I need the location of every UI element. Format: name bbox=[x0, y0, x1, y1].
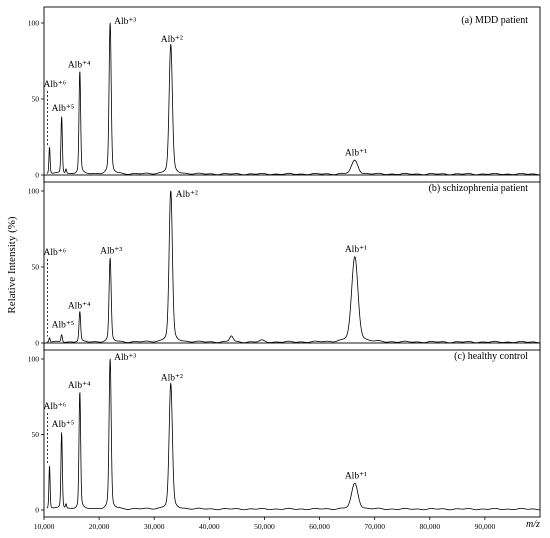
peak-label: Alb⁺⁶ bbox=[44, 248, 67, 258]
x-tick-label: 70,000 bbox=[364, 522, 385, 531]
panel-title: (c) healthy control bbox=[454, 351, 528, 362]
peak-label: Alb⁺⁴ bbox=[68, 302, 91, 312]
peak-label: Alb⁺¹ bbox=[345, 245, 367, 255]
peak-label: Alb⁺¹ bbox=[345, 148, 367, 158]
y-tick-label: 100 bbox=[28, 355, 40, 364]
x-tick-label: 50,000 bbox=[254, 522, 275, 531]
spectrum-panel: 0 50 100 (a) MDD patient Alb⁺⁶ Alb⁺⁵ Alb⁺⁴ Alb⁺… bbox=[28, 6, 541, 183]
peak-label: Alb⁺² bbox=[176, 190, 198, 200]
y-tick-label: 0 bbox=[35, 506, 39, 515]
spectrum-panel: 0 50 100 (b) schizophrenia patient Alb⁺⁶ Alb⁺… bbox=[28, 174, 541, 351]
y-tick-label: 100 bbox=[28, 187, 40, 196]
panel-title: (a) MDD patient bbox=[461, 15, 528, 26]
x-tick-label: 90,000 bbox=[475, 522, 496, 531]
x-tick-label: 40,000 bbox=[199, 522, 220, 531]
spectrum-trace bbox=[46, 22, 541, 176]
x-tick-label: 10,000 bbox=[34, 522, 55, 531]
x-axis-label: m/z bbox=[526, 519, 540, 530]
y-tick-label: 0 bbox=[35, 339, 39, 348]
y-axis-label: Relative Intensity (%) bbox=[6, 216, 18, 313]
panel-frame bbox=[43, 6, 541, 183]
x-tick-label: 30,000 bbox=[144, 522, 165, 531]
peak-label: Alb⁺³ bbox=[114, 17, 136, 27]
x-tick-label: 20,000 bbox=[89, 522, 110, 531]
x-axis-ticks: 10,000 20,000 30,000 40,000 50,000 60,000 70,0… bbox=[34, 517, 496, 531]
y-tick-label: 50 bbox=[32, 95, 40, 104]
peak-label: Alb⁺⁵ bbox=[52, 320, 75, 330]
y-tick-label: 0 bbox=[35, 171, 39, 180]
peak-label: Alb⁺⁴ bbox=[68, 381, 91, 391]
y-tick-label: 100 bbox=[28, 19, 40, 28]
spectrum-trace bbox=[46, 358, 541, 511]
peak-label: Alb⁺² bbox=[161, 374, 183, 384]
peak-label: Alb⁺² bbox=[161, 35, 183, 45]
spectrum-trace bbox=[46, 190, 541, 344]
x-tick-label: 80,000 bbox=[419, 522, 440, 531]
x-tick-label: 60,000 bbox=[309, 522, 330, 531]
y-tick-label: 50 bbox=[32, 430, 40, 439]
peak-label: Alb⁺⁵ bbox=[52, 420, 75, 430]
panel-frame bbox=[43, 342, 541, 518]
peak-label: Alb⁺⁵ bbox=[52, 104, 75, 114]
peak-label: Alb⁺¹ bbox=[345, 471, 367, 481]
peak-label: Alb⁺⁴ bbox=[68, 61, 91, 71]
peak-label: Alb⁺³ bbox=[100, 246, 122, 256]
peak-label: Alb⁺⁶ bbox=[44, 402, 67, 412]
peak-label: Alb⁺³ bbox=[114, 353, 136, 363]
y-tick-label: 50 bbox=[32, 263, 40, 272]
panel-frame bbox=[43, 174, 541, 351]
peak-label: Alb⁺⁶ bbox=[44, 80, 67, 90]
spectrum-panel: 0 50 100 (c) healthy control Alb⁺⁶ Alb⁺⁵ Alb⁺⁴… bbox=[28, 342, 541, 518]
panel-title: (b) schizophrenia patient bbox=[429, 183, 529, 194]
